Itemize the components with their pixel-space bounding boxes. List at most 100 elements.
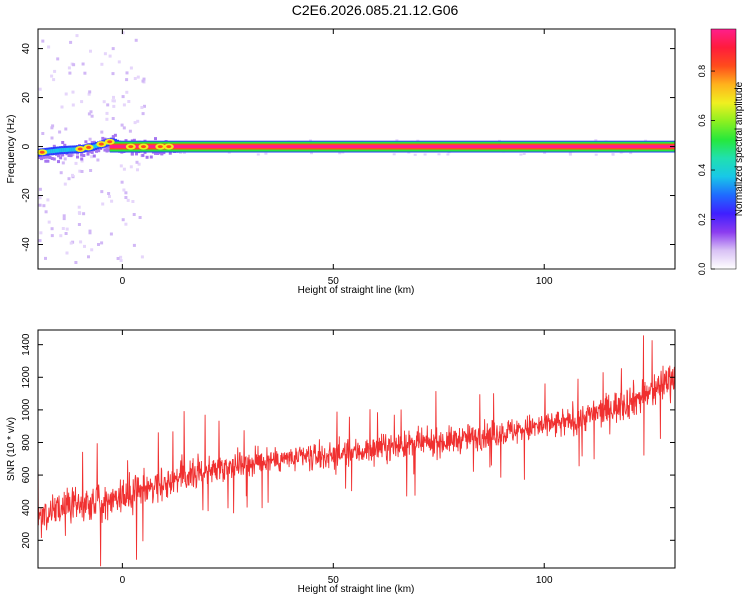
blob-core: [65, 147, 69, 152]
noise-speck: [89, 49, 92, 53]
noise-speck: [42, 204, 46, 208]
noise-speck: [122, 126, 126, 130]
noise-speck: [61, 227, 65, 230]
blob-cell: [103, 137, 107, 141]
blob-cell: [95, 149, 98, 153]
blob-cell: [44, 159, 48, 163]
blob-cell: [158, 151, 162, 155]
blob-cell: [141, 153, 145, 157]
spectrogram-panel: 0 50 100 -40 -20 0 20 40 Height of straight lin…: [6, 28, 676, 296]
noise-speck: [80, 100, 84, 104]
y-tick-label: 200: [21, 532, 32, 549]
blob-cell: [90, 141, 94, 145]
noise-speck: [60, 105, 64, 109]
noise-speck: [44, 210, 48, 214]
blob-core: [46, 149, 50, 154]
noise-speck: [52, 78, 56, 82]
noise-speck: [74, 161, 78, 165]
noise-speck: [522, 153, 526, 155]
noise-speck: [41, 39, 45, 43]
noise-speck: [44, 256, 47, 260]
noise-speck: [68, 71, 72, 75]
blob-cell: [57, 160, 60, 164]
noise-speck: [105, 111, 109, 115]
noise-speck: [67, 177, 71, 181]
y-tick-label: 800: [21, 434, 32, 451]
noise-speck: [96, 158, 100, 162]
noise-speck: [128, 129, 132, 133]
noise-speck: [90, 114, 94, 118]
blob-cell: [80, 153, 84, 157]
noise-speck: [71, 173, 74, 177]
noise-speck: [119, 164, 123, 168]
colorbar-ticks: 0.0 0.2 0.4 0.6 0.8: [697, 65, 715, 275]
colorbar-tick-label: 0.2: [697, 213, 707, 226]
noise-speck: [71, 153, 75, 157]
hotspot-core: [39, 150, 45, 154]
blob-core: [95, 143, 98, 148]
noise-speck: [125, 71, 129, 75]
noise-speck: [89, 110, 93, 114]
noise-speck: [256, 153, 260, 156]
noise-speck: [63, 182, 67, 186]
blob-core: [50, 149, 54, 154]
noise-speck: [50, 136, 54, 140]
noise-speck: [63, 157, 67, 161]
blob-cell: [154, 137, 157, 141]
noise-speck: [38, 87, 42, 91]
noise-speck: [611, 153, 615, 156]
noise-speck: [117, 60, 121, 64]
noise-speck: [121, 31, 125, 35]
noise-speck: [50, 234, 54, 238]
colorbar-tick-label: 0.6: [697, 114, 707, 127]
noise-speck: [143, 104, 146, 108]
blob-core: [67, 147, 71, 152]
blob-cell: [168, 151, 172, 155]
y-tick-label: 400: [21, 499, 32, 516]
noise-speck: [568, 152, 572, 155]
noise-speck: [133, 121, 137, 125]
colorbar-gradient: [710, 28, 737, 270]
blob-cell: [105, 145, 109, 149]
blob-cell: [76, 155, 79, 159]
colorbar-label: Normalized spectral amplitude: [734, 81, 745, 216]
noise-speck: [310, 152, 313, 155]
blob-cell: [92, 154, 96, 158]
x-tick-label: 100: [536, 276, 553, 287]
noise-speck: [100, 62, 104, 66]
noise-speck: [120, 123, 124, 127]
blob-cell: [124, 139, 128, 143]
noise-speck: [119, 259, 123, 262]
noise-speck: [50, 227, 54, 231]
noise-speck: [80, 170, 84, 173]
noise-speck: [519, 153, 523, 156]
blob-cell: [57, 154, 60, 158]
noise-speck: [107, 192, 111, 195]
noise-speck: [111, 72, 115, 76]
noise-speck: [102, 100, 106, 104]
noise-speck: [629, 152, 633, 155]
y-tick-label: 1000: [21, 398, 32, 421]
noise-speck: [120, 180, 124, 184]
hotspot-core: [107, 140, 113, 144]
noise-speck: [338, 152, 342, 155]
blob-core: [69, 147, 73, 152]
noise-speck: [111, 47, 115, 51]
blob-core: [63, 148, 67, 152]
y-tick-label: 1200: [21, 366, 32, 389]
spectrogram-axes: 0 50 100 -40 -20 0 20 40: [21, 29, 675, 287]
noise-speck: [264, 152, 268, 155]
noise-speck: [78, 169, 82, 173]
noise-speck: [124, 191, 128, 195]
noise-speck: [594, 153, 598, 156]
noise-speck: [131, 200, 135, 203]
noise-speck: [136, 119, 140, 123]
blob-cell: [160, 151, 164, 155]
noise-speck: [140, 255, 144, 259]
noise-speck: [97, 243, 100, 246]
noise-speck: [80, 159, 84, 163]
snr-series-line: [38, 335, 675, 567]
noise-speck: [87, 255, 90, 259]
colorbar: 0.0 0.2 0.4 0.6 0.8 Normalized spectral ampl…: [697, 28, 745, 275]
noise-speck: [119, 255, 123, 259]
